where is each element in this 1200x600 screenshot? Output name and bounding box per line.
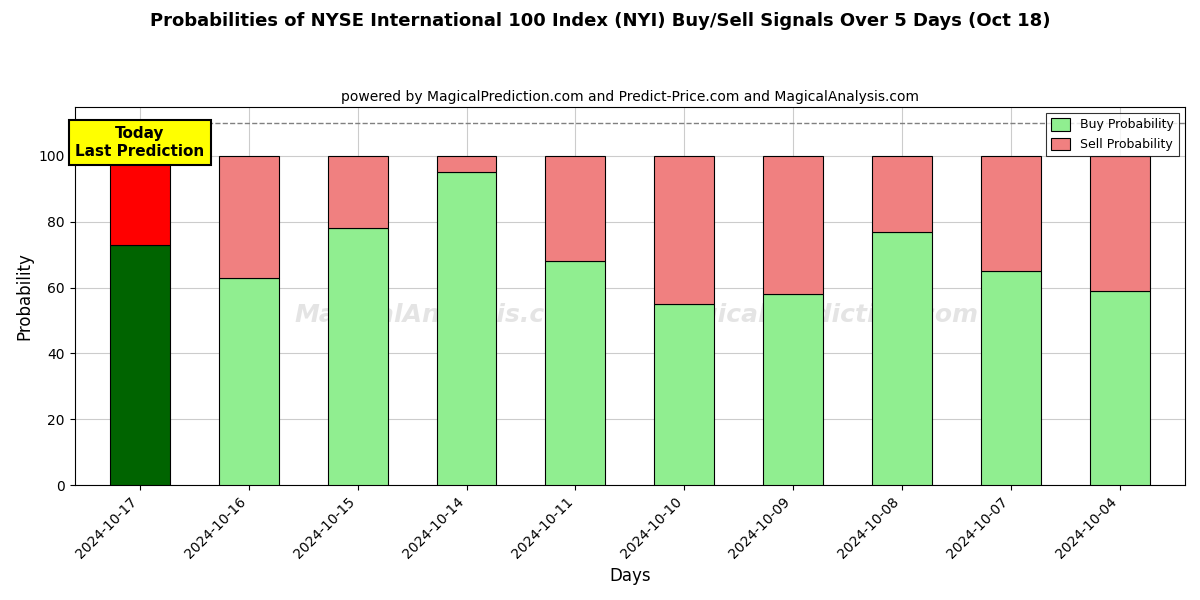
Bar — [1090, 156, 1150, 291]
Bar — [328, 156, 388, 229]
Text: MagicalAnalysis.com: MagicalAnalysis.com — [294, 303, 588, 327]
Text: Probabilities of NYSE International 100 Index (NYI) Buy/Sell Signals Over 5 Days: Probabilities of NYSE International 100 … — [150, 12, 1050, 30]
Bar — [654, 156, 714, 304]
Bar — [1090, 291, 1150, 485]
Bar — [110, 245, 170, 485]
Text: MagicalPrediction.com: MagicalPrediction.com — [659, 303, 978, 327]
Bar — [980, 156, 1040, 271]
Bar — [980, 271, 1040, 485]
Bar — [437, 172, 497, 485]
Bar — [546, 261, 605, 485]
Bar — [110, 156, 170, 245]
Bar — [218, 156, 278, 278]
Y-axis label: Probability: Probability — [16, 252, 34, 340]
Bar — [763, 156, 823, 294]
Bar — [328, 229, 388, 485]
Bar — [437, 156, 497, 172]
X-axis label: Days: Days — [610, 567, 650, 585]
Bar — [546, 156, 605, 261]
Text: Today
Last Prediction: Today Last Prediction — [76, 127, 204, 159]
Bar — [654, 304, 714, 485]
Bar — [872, 156, 932, 232]
Title: powered by MagicalPrediction.com and Predict-Price.com and MagicalAnalysis.com: powered by MagicalPrediction.com and Pre… — [341, 90, 919, 104]
Bar — [872, 232, 932, 485]
Bar — [218, 278, 278, 485]
Legend: Buy Probability, Sell Probability: Buy Probability, Sell Probability — [1046, 113, 1178, 157]
Bar — [763, 294, 823, 485]
